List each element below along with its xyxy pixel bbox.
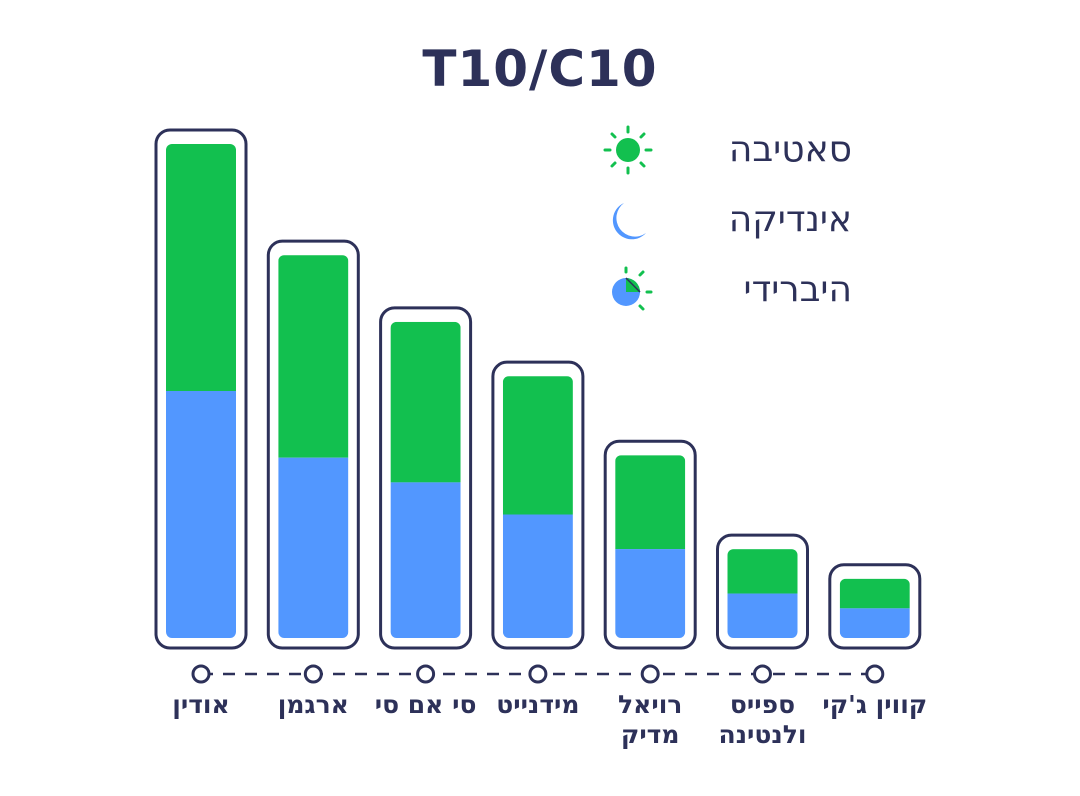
x-axis-tick-marker	[416, 664, 436, 684]
bar-segment-indica	[727, 593, 798, 638]
category-label: ספייס ולנטינה	[718, 690, 807, 749]
x-axis-tick-marker	[753, 664, 772, 684]
category-label: סי אם סי	[374, 690, 477, 719]
moon-icon	[612, 203, 646, 240]
category-label: קווין ג'קי	[822, 690, 928, 719]
category-label: אודין	[172, 690, 230, 719]
legend-item-sativa: סאטיבה	[600, 125, 930, 175]
bar-segment-indica	[166, 391, 236, 638]
legend-label-indica: אינדיקה	[728, 199, 852, 240]
bar-segment-indica	[390, 482, 461, 638]
x-axis-tick-marker	[303, 664, 323, 684]
bar-segment-indica	[278, 457, 349, 638]
x-axis-tick-marker	[865, 664, 885, 684]
bar-segment-sativa	[615, 455, 686, 550]
category-label: ארגמן	[277, 690, 349, 719]
legend-item-hybrid: היברידי	[600, 265, 930, 315]
bar-segment-sativa	[839, 578, 910, 609]
category-label: מידנייט	[496, 690, 580, 719]
bar-segment-sativa	[727, 549, 798, 594]
x-axis-tick-marker	[640, 664, 660, 684]
x-axis-tick-marker	[528, 664, 548, 684]
bar-segment-indica	[615, 549, 686, 638]
bar-segment-sativa	[390, 321, 461, 483]
bar-segment-indica	[502, 514, 573, 638]
chart-title: T10/C10	[422, 40, 658, 98]
legend-item-indica: אינדיקה	[600, 195, 930, 245]
legend-label-sativa: סאטיבה	[728, 129, 852, 170]
bar-segment-sativa	[278, 255, 349, 458]
legend-label-hybrid: היברידי	[743, 269, 852, 310]
x-axis-tick-marker	[191, 664, 211, 684]
bar-segment-sativa	[502, 376, 573, 515]
sun-icon	[603, 125, 653, 175]
category-label: רויאל מדיק	[618, 690, 683, 749]
bar-segment-sativa	[166, 144, 236, 391]
bar-segment-indica	[839, 608, 910, 638]
hybrid-icon	[612, 266, 653, 311]
